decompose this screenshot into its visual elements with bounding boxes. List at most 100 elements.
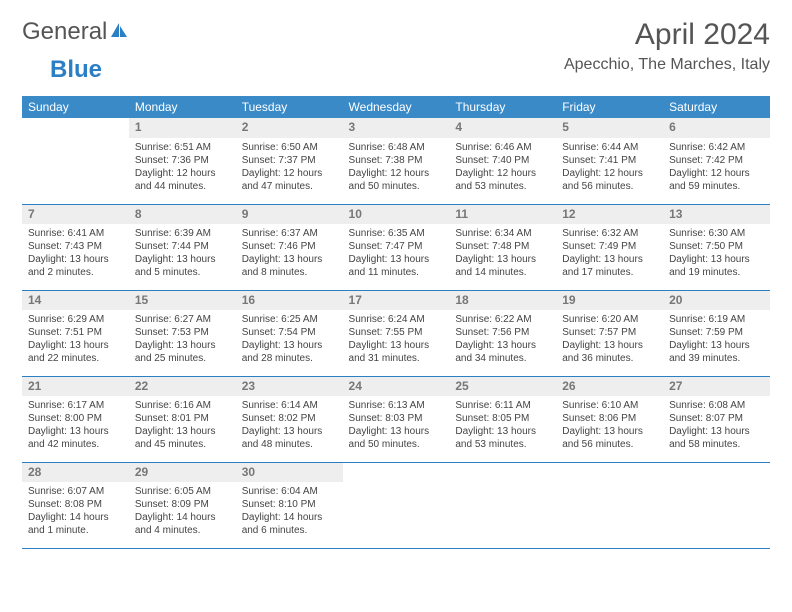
day-cell: 22Sunrise: 6:16 AMSunset: 8:01 PMDayligh… bbox=[129, 376, 236, 462]
day-number: 30 bbox=[236, 463, 343, 483]
sunset-text: Sunset: 7:59 PM bbox=[669, 326, 764, 339]
day-details: Sunrise: 6:35 AMSunset: 7:47 PMDaylight:… bbox=[343, 224, 450, 283]
day-cell: 11Sunrise: 6:34 AMSunset: 7:48 PMDayligh… bbox=[449, 204, 556, 290]
sunset-text: Sunset: 7:51 PM bbox=[28, 326, 123, 339]
day-number: 20 bbox=[663, 291, 770, 311]
daylight-line2: and 56 minutes. bbox=[562, 438, 657, 451]
sunrise-text: Sunrise: 6:51 AM bbox=[135, 141, 230, 154]
calendar-body: 1Sunrise: 6:51 AMSunset: 7:36 PMDaylight… bbox=[22, 118, 770, 548]
daylight-line1: Daylight: 12 hours bbox=[669, 167, 764, 180]
day-number: 3 bbox=[343, 118, 450, 138]
daylight-line2: and 44 minutes. bbox=[135, 180, 230, 193]
calendar-head: SundayMondayTuesdayWednesdayThursdayFrid… bbox=[22, 96, 770, 118]
sunset-text: Sunset: 7:50 PM bbox=[669, 240, 764, 253]
day-details: Sunrise: 6:17 AMSunset: 8:00 PMDaylight:… bbox=[22, 396, 129, 455]
day-cell: 18Sunrise: 6:22 AMSunset: 7:56 PMDayligh… bbox=[449, 290, 556, 376]
day-details: Sunrise: 6:44 AMSunset: 7:41 PMDaylight:… bbox=[556, 138, 663, 197]
day-number: 21 bbox=[22, 377, 129, 397]
daylight-line1: Daylight: 13 hours bbox=[455, 425, 550, 438]
daylight-line1: Daylight: 13 hours bbox=[135, 253, 230, 266]
day-details: Sunrise: 6:07 AMSunset: 8:08 PMDaylight:… bbox=[22, 482, 129, 541]
daylight-line1: Daylight: 12 hours bbox=[242, 167, 337, 180]
sunrise-text: Sunrise: 6:29 AM bbox=[28, 313, 123, 326]
daylight-line2: and 1 minute. bbox=[28, 524, 123, 537]
daylight-line1: Daylight: 13 hours bbox=[28, 253, 123, 266]
day-details: Sunrise: 6:13 AMSunset: 8:03 PMDaylight:… bbox=[343, 396, 450, 455]
day-details: Sunrise: 6:05 AMSunset: 8:09 PMDaylight:… bbox=[129, 482, 236, 541]
sunset-text: Sunset: 7:41 PM bbox=[562, 154, 657, 167]
daylight-line2: and 19 minutes. bbox=[669, 266, 764, 279]
day-details: Sunrise: 6:11 AMSunset: 8:05 PMDaylight:… bbox=[449, 396, 556, 455]
sunrise-text: Sunrise: 6:07 AM bbox=[28, 485, 123, 498]
day-number: 15 bbox=[129, 291, 236, 311]
sunrise-text: Sunrise: 6:04 AM bbox=[242, 485, 337, 498]
sunset-text: Sunset: 7:53 PM bbox=[135, 326, 230, 339]
sunrise-text: Sunrise: 6:35 AM bbox=[349, 227, 444, 240]
sunset-text: Sunset: 7:42 PM bbox=[669, 154, 764, 167]
daylight-line2: and 28 minutes. bbox=[242, 352, 337, 365]
day-number: 9 bbox=[236, 205, 343, 225]
daylight-line2: and 2 minutes. bbox=[28, 266, 123, 279]
day-cell: 2Sunrise: 6:50 AMSunset: 7:37 PMDaylight… bbox=[236, 118, 343, 204]
day-cell: 6 Sunrise: 6:42 AMSunset: 7:42 PMDaylight… bbox=[663, 118, 770, 204]
day-cell: 20Sunrise: 6:19 AMSunset: 7:59 PMDayligh… bbox=[663, 290, 770, 376]
day-number: 5 bbox=[556, 118, 663, 138]
weekday-friday: Friday bbox=[556, 96, 663, 118]
sunrise-text: Sunrise: 6:41 AM bbox=[28, 227, 123, 240]
sunset-text: Sunset: 8:05 PM bbox=[455, 412, 550, 425]
day-cell: 8Sunrise: 6:39 AMSunset: 7:44 PMDaylight… bbox=[129, 204, 236, 290]
sunrise-text: Sunrise: 6:48 AM bbox=[349, 141, 444, 154]
daylight-line2: and 39 minutes. bbox=[669, 352, 764, 365]
weekday-monday: Monday bbox=[129, 96, 236, 118]
daylight-line2: and 5 minutes. bbox=[135, 266, 230, 279]
daylight-line1: Daylight: 13 hours bbox=[349, 425, 444, 438]
daylight-line2: and 48 minutes. bbox=[242, 438, 337, 451]
daylight-line2: and 22 minutes. bbox=[28, 352, 123, 365]
day-cell: 21Sunrise: 6:17 AMSunset: 8:00 PMDayligh… bbox=[22, 376, 129, 462]
daylight-line2: and 42 minutes. bbox=[28, 438, 123, 451]
day-cell: 29Sunrise: 6:05 AMSunset: 8:09 PMDayligh… bbox=[129, 462, 236, 548]
sunset-text: Sunset: 7:40 PM bbox=[455, 154, 550, 167]
daylight-line1: Daylight: 12 hours bbox=[135, 167, 230, 180]
daylight-line2: and 31 minutes. bbox=[349, 352, 444, 365]
day-cell: 17Sunrise: 6:24 AMSunset: 7:55 PMDayligh… bbox=[343, 290, 450, 376]
sunset-text: Sunset: 7:47 PM bbox=[349, 240, 444, 253]
day-cell bbox=[22, 118, 129, 204]
day-number: 24 bbox=[343, 377, 450, 397]
sunset-text: Sunset: 7:46 PM bbox=[242, 240, 337, 253]
daylight-line1: Daylight: 14 hours bbox=[28, 511, 123, 524]
day-number: 26 bbox=[556, 377, 663, 397]
day-number: 23 bbox=[236, 377, 343, 397]
sunset-text: Sunset: 7:48 PM bbox=[455, 240, 550, 253]
sunrise-text: Sunrise: 6:50 AM bbox=[242, 141, 337, 154]
sunset-text: Sunset: 8:03 PM bbox=[349, 412, 444, 425]
day-number: 13 bbox=[663, 205, 770, 225]
sunrise-text: Sunrise: 6:16 AM bbox=[135, 399, 230, 412]
daylight-line1: Daylight: 13 hours bbox=[669, 339, 764, 352]
daylight-line2: and 47 minutes. bbox=[242, 180, 337, 193]
day-details: Sunrise: 6:16 AMSunset: 8:01 PMDaylight:… bbox=[129, 396, 236, 455]
logo-text-general: General bbox=[22, 18, 107, 46]
day-number: 2 bbox=[236, 118, 343, 138]
weekday-thursday: Thursday bbox=[449, 96, 556, 118]
sunrise-text: Sunrise: 6:42 AM bbox=[669, 141, 764, 154]
day-details: Sunrise: 6:46 AMSunset: 7:40 PMDaylight:… bbox=[449, 138, 556, 197]
day-cell: 25Sunrise: 6:11 AMSunset: 8:05 PMDayligh… bbox=[449, 376, 556, 462]
sunset-text: Sunset: 7:49 PM bbox=[562, 240, 657, 253]
sunset-text: Sunset: 8:06 PM bbox=[562, 412, 657, 425]
daylight-line2: and 45 minutes. bbox=[135, 438, 230, 451]
sunset-text: Sunset: 8:08 PM bbox=[28, 498, 123, 511]
sunset-text: Sunset: 7:56 PM bbox=[455, 326, 550, 339]
day-details: Sunrise: 6:37 AMSunset: 7:46 PMDaylight:… bbox=[236, 224, 343, 283]
day-cell bbox=[449, 462, 556, 548]
week-row: 21Sunrise: 6:17 AMSunset: 8:00 PMDayligh… bbox=[22, 376, 770, 462]
sunrise-text: Sunrise: 6:39 AM bbox=[135, 227, 230, 240]
day-number: 6 bbox=[663, 118, 770, 138]
daylight-line2: and 56 minutes. bbox=[562, 180, 657, 193]
daylight-line1: Daylight: 12 hours bbox=[455, 167, 550, 180]
daylight-line2: and 59 minutes. bbox=[669, 180, 764, 193]
sunrise-text: Sunrise: 6:24 AM bbox=[349, 313, 444, 326]
day-cell: 5Sunrise: 6:44 AMSunset: 7:41 PMDaylight… bbox=[556, 118, 663, 204]
day-details: Sunrise: 6:25 AMSunset: 7:54 PMDaylight:… bbox=[236, 310, 343, 369]
daylight-line2: and 50 minutes. bbox=[349, 438, 444, 451]
